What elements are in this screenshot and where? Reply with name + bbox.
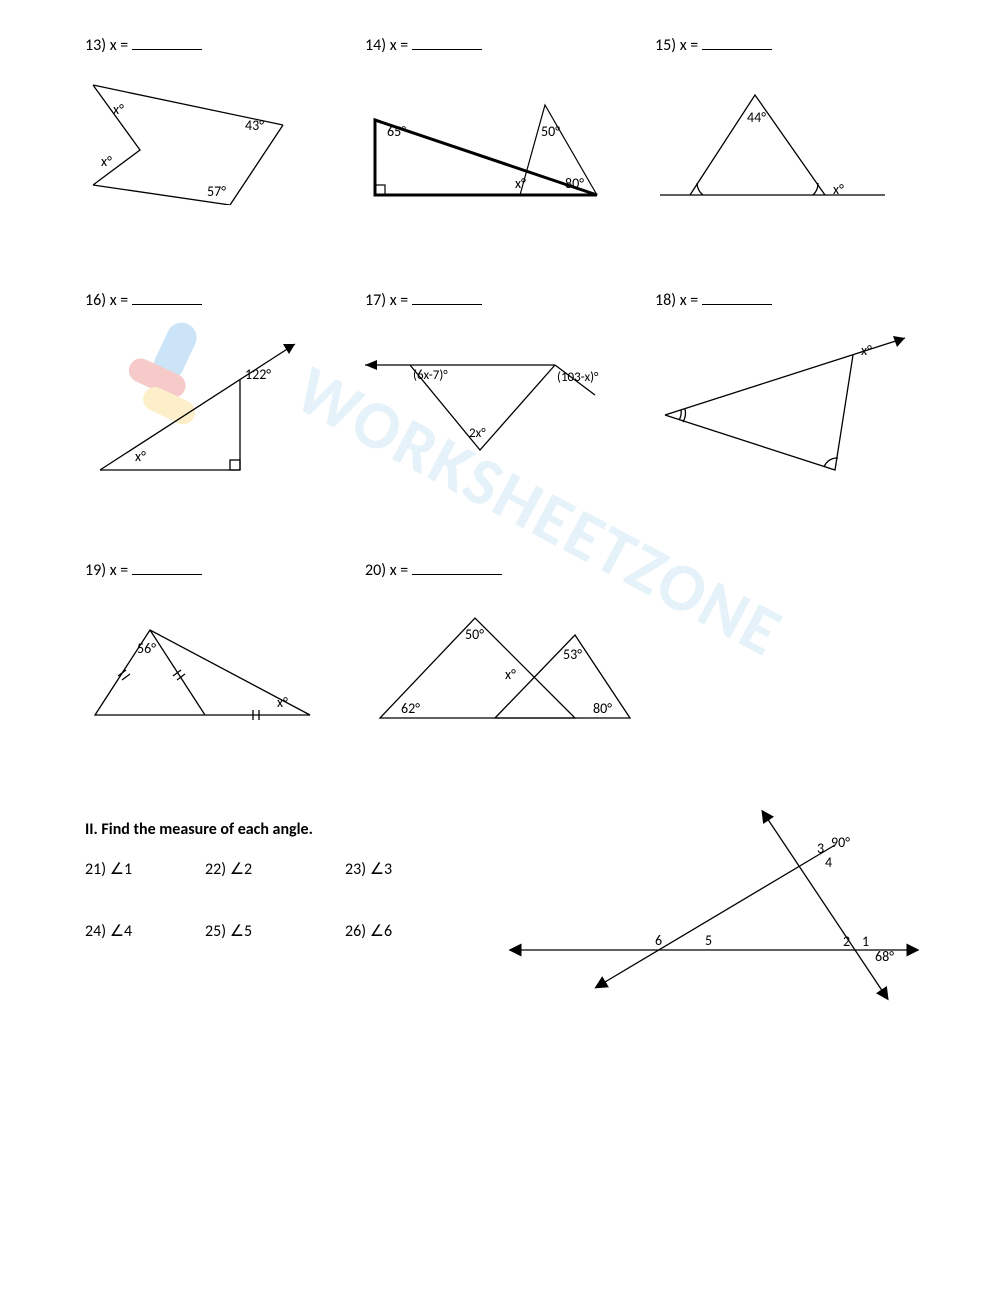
q19-label-x: x° <box>277 694 288 711</box>
q17-label-bot: 2x° <box>469 426 486 441</box>
section-2-figure: 3 90° 4 6 5 2 1 68° <box>505 800 925 1020</box>
fig2-n6: 6 <box>655 932 662 949</box>
q16-prompt: 16) x = <box>85 291 132 310</box>
q14-label-50: 50° <box>541 123 560 140</box>
worksheet-page: 13) x = x° x° 43° 57° 1 <box>85 0 915 1294</box>
q13-figure <box>85 65 305 205</box>
q17-prompt: 17) x = <box>365 291 412 310</box>
q20-label-80: 80° <box>593 700 612 717</box>
q15-label-44: 44° <box>747 109 766 126</box>
q24: 24) ∠4 <box>85 921 205 941</box>
q20-label-x: x° <box>505 666 516 683</box>
q15-figure <box>655 65 895 205</box>
q14-label-x: x° <box>515 175 526 192</box>
q18-prompt: 18) x = <box>655 291 702 310</box>
q26: 26) ∠6 <box>345 921 485 941</box>
question-14: 14) x = 65° 50° x° 80° <box>365 35 665 205</box>
q18-blank[interactable] <box>702 290 772 305</box>
question-15: 15) x = 44° x° <box>655 35 955 205</box>
q20-blank[interactable] <box>412 560 502 575</box>
q17-label-top: (6x-7)° <box>413 368 448 383</box>
q20-prompt: 20) x = <box>365 561 412 580</box>
question-17: 17) x = (6x-7)° (103-x)° 2x° <box>365 290 665 470</box>
q15-blank[interactable] <box>702 35 772 50</box>
q14-prompt: 14) x = <box>365 36 412 55</box>
question-16: 16) x = <box>85 290 385 490</box>
q18-label-x: x° <box>861 342 872 359</box>
q13-prompt: 13) x = <box>85 36 132 55</box>
section-2: II. Find the measure of each angle. 21) … <box>85 820 915 941</box>
q20-label-62: 62° <box>401 700 420 717</box>
question-18: 18) x = x° <box>655 290 955 480</box>
q13-blank[interactable] <box>132 35 202 50</box>
fig2-a90: 90° <box>831 834 850 851</box>
q15-label-x: x° <box>833 181 844 198</box>
q17-label-right: (103-x)° <box>557 370 598 385</box>
q19-label-56: 56° <box>137 640 156 657</box>
fig2-n5: 5 <box>705 932 712 949</box>
q20-label-53: 53° <box>563 646 582 663</box>
q19-figure <box>85 590 335 730</box>
fig2-a68: 68° <box>875 948 894 965</box>
q14-blank[interactable] <box>412 35 482 50</box>
question-19: 19) x = 56° <box>85 560 385 730</box>
q16-blank[interactable] <box>132 290 202 305</box>
q13-label-57: 57° <box>207 183 226 200</box>
q16-figure <box>85 320 325 490</box>
q13-label-xtop: x° <box>113 101 124 118</box>
q13-label-xbot: x° <box>101 153 112 170</box>
q17-blank[interactable] <box>412 290 482 305</box>
q14-label-65: 65° <box>387 123 406 140</box>
q14-label-80: 80° <box>565 175 584 192</box>
question-20: 20) x = 50° x° 53° 62° 80° <box>365 560 725 730</box>
fig2-n4: 4 <box>825 854 832 871</box>
fig2-n3: 3 <box>817 840 824 857</box>
q22: 22) ∠2 <box>205 859 345 879</box>
q19-prompt: 19) x = <box>85 561 132 580</box>
q16-label-x: x° <box>135 448 146 465</box>
fig2-n1: 1 <box>862 933 869 950</box>
q17-figure <box>365 320 625 470</box>
q16-label-122: 122° <box>245 366 271 383</box>
q15-prompt: 15) x = <box>655 36 702 55</box>
fig2-n2: 2 <box>843 933 850 950</box>
q20-label-50: 50° <box>465 626 484 643</box>
q18-figure <box>655 320 915 480</box>
q23: 23) ∠3 <box>345 859 485 879</box>
q13-label-43: 43° <box>245 117 264 134</box>
q21: 21) ∠1 <box>85 859 205 879</box>
q25: 25) ∠5 <box>205 921 345 941</box>
question-13: 13) x = x° x° 43° 57° <box>85 35 385 205</box>
q19-blank[interactable] <box>132 560 202 575</box>
